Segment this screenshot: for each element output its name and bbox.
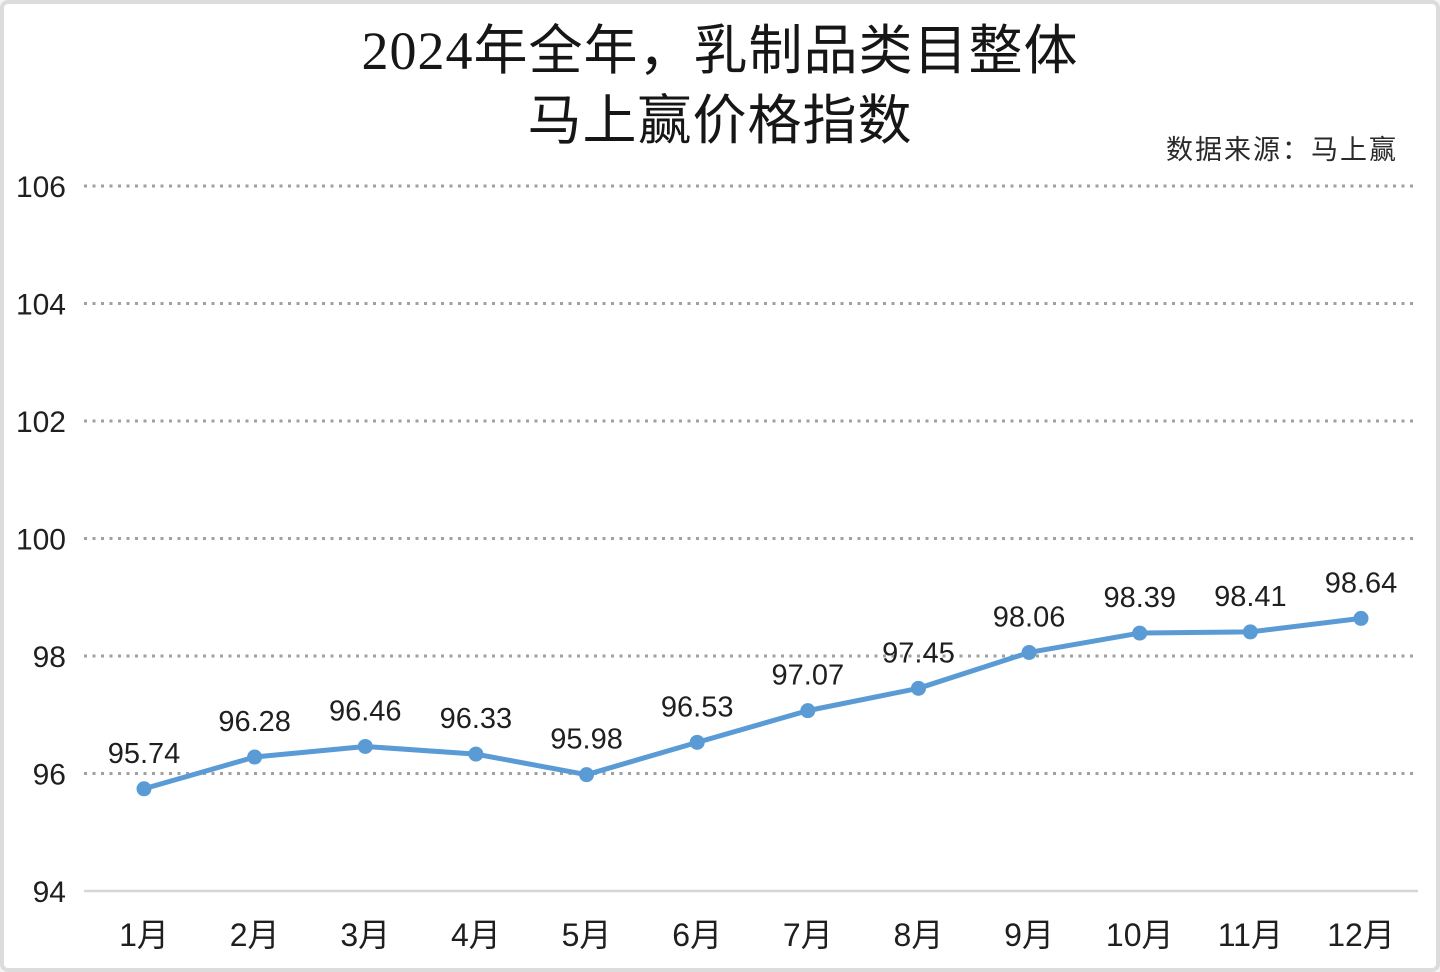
y-tick-label-94: 94 [33,876,66,909]
y-tick-label-96: 96 [33,759,66,792]
data-point-marker-2 [247,749,263,765]
data-point-marker-1 [136,781,152,797]
x-axis-label-5: 5月 [562,917,612,953]
data-source-note: 数据来源：马上赢 [1166,135,1398,165]
y-tick-label-102: 102 [16,406,66,439]
x-axis-label-11: 11月 [1218,917,1283,953]
x-axis-label-1: 1月 [119,917,169,953]
chart-title-line-1: 2024年全年，乳制品类目整体 [361,21,1079,81]
data-point-marker-11 [1242,624,1258,640]
x-axis-label-12: 12月 [1327,917,1395,953]
data-point-label-10: 98.39 [1103,582,1176,614]
data-point-marker-9 [1021,644,1037,660]
y-tick-label-98: 98 [33,641,66,674]
data-point-label-11: 98.41 [1214,581,1287,613]
data-point-marker-3 [357,738,373,754]
data-point-label-1: 95.74 [108,738,181,770]
data-point-label-6: 96.53 [661,691,734,723]
y-tick-label-104: 104 [16,289,66,322]
price-index-line [141,615,1364,792]
data-point-marker-6 [689,734,705,750]
x-axis-label-9: 9月 [1004,917,1054,953]
chart-title: 2024年全年，乳制品类目整体 马上赢价格指数 [4,16,1436,156]
x-axis-label-6: 6月 [672,917,722,953]
x-axis-label-8: 8月 [894,917,944,953]
x-axis-label-7: 7月 [783,917,833,953]
line-chart: 94 96 98 100 102 104 106 1月 2月 3月 4月 5月 6月 7月 8月 9月 10月 1… [16,171,1418,953]
y-tick-label-106: 106 [16,171,66,204]
data-point-marker-4 [468,746,484,762]
x-axis-label-3: 3月 [340,917,390,953]
data-point-marker-12 [1353,610,1369,626]
data-point-label-5: 95.98 [550,724,623,756]
data-point-label-9: 98.06 [993,601,1066,633]
data-point-label-2: 96.28 [218,706,291,738]
data-point-label-8: 97.45 [882,637,955,669]
x-axis-label-2: 2月 [230,917,280,953]
x-axis-label-10: 10月 [1106,917,1174,953]
x-axis-label-4: 4月 [451,917,501,953]
data-point-label-12: 98.64 [1325,567,1398,599]
data-point-label-4: 96.33 [440,703,513,735]
chart-title-line-2: 马上赢价格指数 [527,91,913,151]
data-point-marker-5 [579,767,595,783]
data-point-label-3: 96.46 [329,695,402,727]
data-point-label-7: 97.07 [772,660,845,692]
data-point-marker-7 [800,703,816,719]
data-point-marker-8 [910,680,926,696]
y-tick-label-100: 100 [16,524,66,557]
data-point-marker-10 [1132,625,1148,641]
